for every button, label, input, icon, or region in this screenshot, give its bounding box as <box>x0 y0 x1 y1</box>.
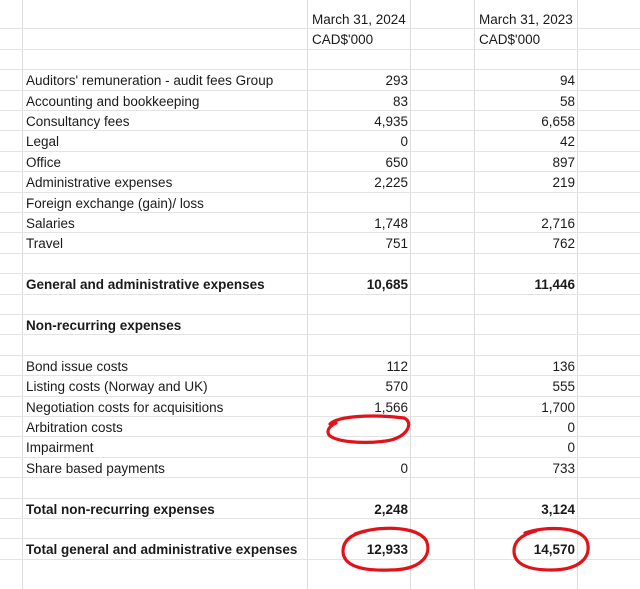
header-row-units: CAD$'000 CAD$'000 <box>0 29 640 50</box>
row-label[interactable]: Bond issue costs <box>26 358 129 374</box>
row-label[interactable]: Non-recurring expenses <box>26 318 182 333</box>
spacer-row <box>0 335 640 356</box>
cell-2023[interactable] <box>475 478 575 498</box>
table-row: Consultancy fees 4,935 6,658 <box>0 111 640 132</box>
cell-2023[interactable]: 3,124 <box>541 501 575 517</box>
row-label[interactable]: Arbitration costs <box>26 420 123 435</box>
table-row: Share based payments 0 733 <box>0 458 640 479</box>
row-label[interactable]: Total general and administrative expense… <box>26 542 298 558</box>
table-row: Foreign exchange (gain)/ loss <box>0 193 640 213</box>
cell-2023[interactable]: 136 <box>552 358 575 374</box>
cell-2024[interactable] <box>308 417 408 437</box>
row-label[interactable]: Accounting and bookkeeping <box>26 93 200 109</box>
cell-2024[interactable]: 2,248 <box>374 501 408 517</box>
cell-2023[interactable]: 6,658 <box>541 114 575 129</box>
cell-2023[interactable]: 762 <box>552 236 575 252</box>
cell-2024[interactable] <box>308 478 408 498</box>
cell-2023[interactable]: 58 <box>559 93 575 109</box>
table-row: Impairment 0 <box>0 437 640 458</box>
cell-2024[interactable]: 112 <box>386 358 408 374</box>
row-label[interactable]: Administrative expenses <box>26 175 173 191</box>
cell-2024[interactable]: 4,935 <box>374 114 408 129</box>
cell-2023[interactable]: 11,446 <box>534 277 575 293</box>
cell-2023[interactable]: 2,716 <box>541 216 575 231</box>
cell-2023[interactable]: 14,570 <box>533 542 575 558</box>
cell-2024[interactable] <box>308 519 408 539</box>
spacer-row <box>0 295 640 315</box>
cell-2024[interactable] <box>308 437 408 457</box>
table-row: Auditors' remuneration - audit fees Grou… <box>0 70 640 91</box>
header-row-dates: March 31, 2024 March 31, 2023 <box>0 9 640 30</box>
row-label[interactable]: Total non-recurring expenses <box>26 501 215 517</box>
table-row: Arbitration costs 0 <box>0 417 640 438</box>
cell-2024[interactable]: 1,748 <box>374 216 408 231</box>
table-row: Administrative expenses 2,225 219 <box>0 172 640 193</box>
table-row: Bond issue costs 112 136 <box>0 356 640 377</box>
cell-2023[interactable]: 0 <box>567 420 575 435</box>
table-row: Legal 0 42 <box>0 131 640 152</box>
spacer-row <box>0 254 640 275</box>
cell-2024[interactable] <box>308 254 408 274</box>
spacer-row <box>0 519 640 540</box>
column-header-2024-date: March 31, 2024 <box>312 12 406 27</box>
cell-2023[interactable]: 733 <box>552 460 575 476</box>
cell-2024[interactable] <box>308 295 408 315</box>
cell-2024[interactable] <box>308 335 408 355</box>
cell-2023[interactable]: 219 <box>552 175 575 191</box>
row-label[interactable]: Consultancy fees <box>26 114 130 129</box>
cell-2024[interactable]: 0 <box>400 460 408 476</box>
table-row: Negotiation costs for acquisitions 1,566 1… <box>0 397 640 417</box>
cell-2024[interactable]: 1,566 <box>374 399 408 415</box>
cell-2023[interactable] <box>475 519 575 539</box>
table-row: Total non-recurring expenses 2,248 3,124 <box>0 499 640 519</box>
cell-2024[interactable]: 751 <box>385 236 408 252</box>
row-label[interactable]: Travel <box>26 236 64 252</box>
row-label[interactable]: Office <box>26 154 62 170</box>
cell-2024[interactable] <box>308 193 408 213</box>
row-label[interactable]: Impairment <box>26 440 94 456</box>
cell-2023[interactable] <box>475 193 575 213</box>
cell-2023[interactable]: 42 <box>559 134 575 150</box>
cell-2023[interactable] <box>475 315 575 335</box>
row-label[interactable]: Negotiation costs for acquisitions <box>26 399 224 415</box>
cell-2024[interactable] <box>308 315 408 335</box>
cell-2024[interactable]: 10,685 <box>366 277 408 293</box>
cell-2024[interactable]: 650 <box>385 154 408 170</box>
row-label[interactable]: General and administrative expenses <box>26 277 265 293</box>
cell-2024[interactable]: 0 <box>400 134 408 150</box>
cell-2024[interactable]: 570 <box>385 379 408 395</box>
cell-2023[interactable] <box>475 295 575 315</box>
spacer-row <box>0 478 640 499</box>
table-row: Accounting and bookkeeping 83 58 <box>0 91 640 111</box>
cell-2024[interactable]: 2,225 <box>374 175 408 191</box>
table-row: Total general and administrative expense… <box>0 539 640 560</box>
cell-2023[interactable]: 1,700 <box>541 399 575 415</box>
cell-2023[interactable]: 555 <box>552 379 575 395</box>
spacer-row <box>0 50 640 71</box>
table-row: Office 650 897 <box>0 152 640 173</box>
row-label[interactable]: Legal <box>26 134 60 150</box>
cell-2023[interactable]: 94 <box>559 73 575 89</box>
row-label[interactable]: Foreign exchange (gain)/ loss <box>26 195 204 211</box>
table-row: Non-recurring expenses <box>0 315 640 336</box>
cell-2024[interactable]: 293 <box>385 73 408 89</box>
row-label[interactable]: Share based payments <box>26 460 165 476</box>
table-row: Salaries 1,748 2,716 <box>0 213 640 234</box>
cell-2024[interactable]: 83 <box>392 93 408 109</box>
table-row: General and administrative expenses 10,68… <box>0 274 640 295</box>
cell-2024[interactable]: 12,933 <box>366 542 408 558</box>
cell-2023[interactable] <box>475 254 575 274</box>
row-label[interactable]: Listing costs (Norway and UK) <box>26 379 208 395</box>
column-header-2023-unit: CAD$'000 <box>479 32 541 48</box>
cell-2023[interactable]: 0 <box>567 440 575 456</box>
column-header-2024-unit: CAD$'000 <box>312 32 374 48</box>
cell-2023[interactable] <box>475 335 575 355</box>
table-row: Travel 751 762 <box>0 233 640 254</box>
table-row: Listing costs (Norway and UK) 570 555 <box>0 376 640 397</box>
row-label[interactable]: Auditors' remuneration - audit fees Grou… <box>26 73 274 89</box>
row-label[interactable]: Salaries <box>26 216 75 231</box>
column-header-2023-date: March 31, 2023 <box>479 12 573 27</box>
cell-2023[interactable]: 897 <box>552 154 575 170</box>
